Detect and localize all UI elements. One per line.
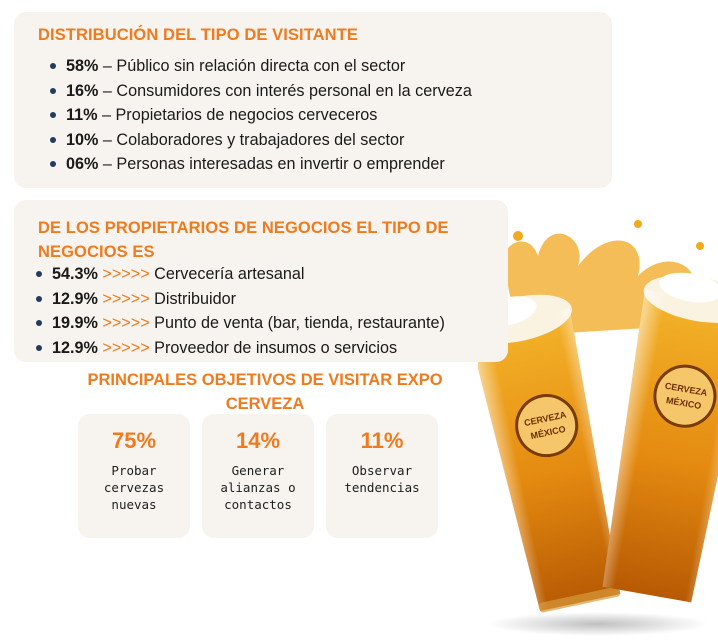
list-item: 54.3% >>>>> Cervecería artesanal — [34, 262, 445, 287]
list-item-text: Proveedor de insumos o servicios — [154, 338, 398, 357]
list-item-percent: 16% — [66, 81, 99, 100]
list-item-text: Distribuidor — [154, 289, 237, 308]
list-item: 16% – Consumidores con interés personal … — [48, 79, 472, 104]
list-item-text: – Colaboradores y trabajadores del secto… — [98, 130, 405, 149]
visitor-distribution-title: DISTRIBUCIÓN DEL TIPO DE VISITANTE — [38, 26, 358, 44]
bullet-icon — [50, 112, 56, 118]
business-owners-card: DE LOS PROPIETARIOS DE NEGOCIOS EL TIPO … — [14, 200, 508, 362]
goal-card: 11% Observar tendencias — [326, 414, 438, 538]
bullet-icon — [36, 295, 42, 302]
list-item-percent: 19.9% — [52, 314, 98, 332]
bullet-icon — [50, 161, 56, 167]
list-item-text: Cervecería artesanal — [154, 265, 305, 283]
visitor-distribution-list: 58% – Público sin relación directa con e… — [48, 54, 472, 177]
list-item: 12.9% >>>>> Proveedor de insumos o servi… — [34, 336, 445, 361]
bullet-icon — [50, 63, 56, 69]
business-owners-title: DE LOS PROPIETARIOS DE NEGOCIOS EL TIPO … — [38, 219, 449, 261]
list-item: 11% – Propietarios de negocios cervecero… — [48, 103, 472, 128]
goal-card: 75% Probar cervezas nuevas — [78, 414, 190, 538]
bullet-icon — [36, 271, 42, 277]
business-type-list: 54.3% >>>>> Cervecería artesanal 12.9% >… — [34, 262, 445, 360]
list-item-percent: 12.9% — [52, 338, 98, 357]
goal-label: Observar tendencias — [344, 463, 420, 495]
goal-percent: 75% — [111, 428, 157, 453]
list-item-text: – Personas interesadas en invertir o emp… — [98, 155, 445, 173]
list-item: 58% – Público sin relación directa con e… — [48, 54, 472, 79]
list-item-percent: 12.9% — [52, 289, 98, 308]
list-item-percent: 58% — [66, 57, 99, 75]
bullet-icon — [50, 87, 56, 94]
list-item: 10% – Colaboradores y trabajadores del s… — [48, 128, 472, 153]
bullet-icon — [36, 344, 42, 351]
list-item-text: – Público sin relación directa con el se… — [98, 57, 406, 75]
goal-percent: 11% — [360, 428, 404, 453]
beer-mugs-image: CERVEZA MÉXICO CERVEZA MÉXICO — [478, 220, 718, 636]
bullet-icon — [50, 136, 56, 143]
list-item-percent: 06% — [66, 155, 99, 173]
arrows-separator: >>>>> — [97, 265, 155, 283]
list-item-percent: 54.3% — [52, 265, 98, 283]
goal-label: Probar cervezas nuevas — [103, 463, 165, 512]
arrows-separator: >>>>> — [97, 338, 155, 357]
goal-card: 14% Generar alianzas o contactos — [202, 414, 314, 538]
list-item: 19.9% >>>>> Punto de venta (bar, tienda,… — [34, 311, 445, 336]
list-item-text: Punto de venta (bar, tienda, restaurante… — [154, 314, 445, 332]
list-item-percent: 10% — [66, 130, 99, 149]
list-item-text: – Consumidores con interés personal en l… — [98, 81, 472, 100]
arrows-separator: >>>>> — [97, 289, 155, 308]
goal-label: Generar alianzas o contactos — [220, 463, 296, 512]
list-item-percent: 11% — [66, 106, 98, 124]
list-item-text: – Propietarios de negocios cerveceros — [97, 106, 378, 124]
arrows-separator: >>>>> — [97, 314, 155, 332]
bullet-icon — [36, 320, 42, 326]
visitor-distribution-card: DISTRIBUCIÓN DEL TIPO DE VISITANTE 58% –… — [14, 12, 612, 188]
list-item: 12.9% >>>>> Distribuidor — [34, 287, 445, 312]
goal-percent: 14% — [235, 428, 281, 453]
objectives-title: PRINCIPALES OBJETIVOS DE VISITAR EXPO CE… — [87, 371, 443, 413]
list-item: 06% – Personas interesadas en invertir o… — [48, 152, 472, 177]
